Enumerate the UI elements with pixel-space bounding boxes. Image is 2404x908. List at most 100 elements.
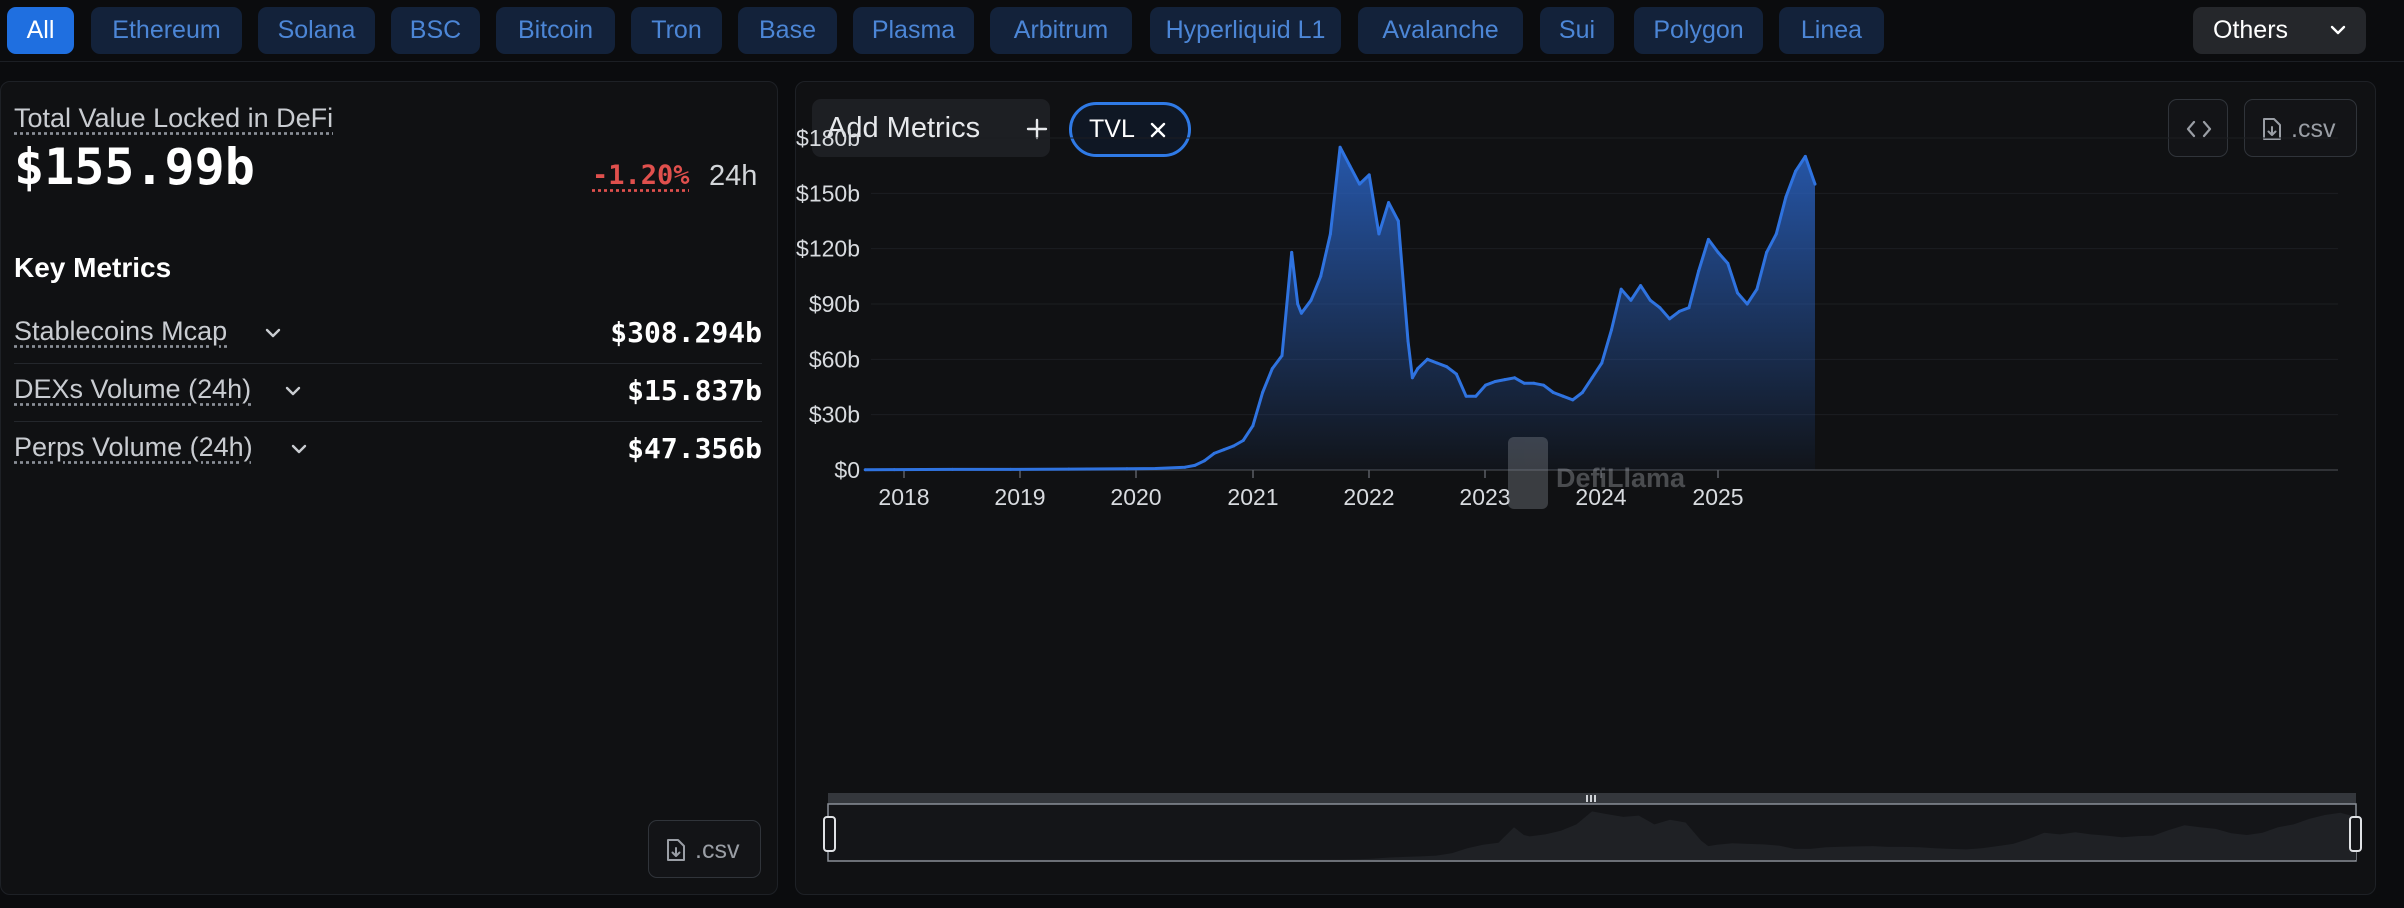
tvl-data-point (1309, 298, 1313, 302)
chevron-down-icon (265, 328, 281, 338)
tvl-data-point (1202, 459, 1206, 463)
tvl-data-point (1212, 451, 1216, 455)
tvl-data-point (1261, 391, 1265, 394)
chain-tab-ethereum[interactable]: Ethereum (91, 7, 242, 54)
chain-tab-solana[interactable]: Solana (258, 7, 375, 54)
tvl-data-point (1387, 201, 1391, 205)
brush-grip-icon[interactable] (1586, 795, 1596, 802)
embed-code-button[interactable] (2168, 99, 2228, 157)
tvl-data-point (1745, 302, 1749, 306)
download-csv-button[interactable]: .csv (648, 820, 761, 878)
tvl-data-point (1648, 298, 1652, 302)
tvl-data-point (1522, 381, 1526, 385)
tvl-value: $155.99b (14, 138, 255, 196)
x-tick-label: 2021 (1227, 484, 1278, 510)
tvl-data-point (1280, 354, 1284, 358)
tvl-data-point (1067, 467, 1071, 471)
tvl-data-point (1726, 261, 1730, 265)
metric-row-perps-volume[interactable]: Perps Volume (24h) $47.356b (14, 422, 762, 480)
tvl-data-point (1697, 269, 1701, 273)
tvl-data-point (1410, 376, 1414, 380)
x-tick-label: 2023 (1459, 484, 1510, 510)
chevron-down-icon (291, 444, 307, 454)
x-tick-label: 2018 (878, 484, 929, 510)
tvl-summary-panel: Total Value Locked in DeFi $155.99b -1.2… (0, 81, 778, 895)
plus-icon (1026, 118, 1048, 140)
metric-row-dexs-volume[interactable]: DEXs Volume (24h) $15.837b (14, 364, 762, 422)
tvl-data-point (1232, 444, 1235, 448)
metric-row-stablecoins[interactable]: Stablecoins Mcap $308.294b (14, 306, 762, 364)
metric-label: Stablecoins Mcap (14, 316, 228, 346)
close-icon[interactable] (1148, 120, 1168, 140)
y-tick-label: $150b (796, 180, 860, 206)
tvl-data-points (863, 145, 1817, 472)
tvl-data-point (863, 468, 867, 472)
brush-left-handle[interactable] (823, 816, 836, 852)
tvl-data-point (1580, 391, 1584, 394)
x-tick-label: 2019 (994, 484, 1045, 510)
metric-value: $308.294b (610, 316, 762, 349)
x-axis: 2018 2019 2020 2021 2022 2023 2024 2025 (878, 470, 1744, 510)
tvl-data-point (1009, 467, 1013, 471)
tvl-data-point (1503, 378, 1507, 382)
tvl-area-chart[interactable]: $0$30b$60b$90b$120b$150b$180b 2018 2019 20… (796, 82, 2377, 896)
tvl-data-point (1358, 182, 1361, 186)
y-axis: $0 $30b $60b $90b $120b $150b $180b (796, 125, 860, 483)
chain-tab-bsc[interactable]: BSC (391, 7, 480, 54)
others-dropdown[interactable]: Others (2193, 7, 2366, 54)
metric-label: Perps Volume (24h) (14, 432, 253, 462)
tvl-data-point (1464, 394, 1468, 398)
metric-label: DEXs Volume (24h) (14, 374, 252, 404)
tvl-data-point (1406, 339, 1410, 343)
tvl-data-point (1765, 250, 1769, 254)
tvl-data-point (1590, 376, 1594, 380)
chain-tab-arbitrum[interactable]: Arbitrum (990, 7, 1132, 54)
chain-tab-polygon[interactable]: Polygon (1634, 7, 1763, 54)
defillama-watermark: DefiLlama (1508, 437, 1686, 509)
tvl-data-point (1435, 361, 1439, 365)
tvl-data-point (1542, 383, 1546, 387)
tvl-change-24h: -1.20% (592, 160, 690, 191)
chain-tab-all[interactable]: All (7, 7, 74, 54)
chain-tab-linea[interactable]: Linea (1779, 7, 1884, 54)
tvl-data-point (1416, 367, 1420, 371)
tvl-data-point (1296, 302, 1300, 306)
chain-tab-base[interactable]: Base (738, 7, 837, 54)
tvl-data-point (1319, 274, 1323, 278)
brush-right-handle[interactable] (2349, 816, 2362, 852)
x-tick-label: 2022 (1343, 484, 1394, 510)
add-metrics-label: Add Metrics (827, 112, 981, 144)
y-tick-label: $0 (834, 457, 860, 483)
tvl-data-point (1600, 361, 1604, 365)
y-tick-label: $120b (796, 236, 860, 262)
tvl-data-point (1706, 237, 1710, 241)
tvl-metric-chip[interactable]: TVL (1069, 102, 1191, 157)
tvl-data-point (1736, 291, 1739, 295)
chain-tab-plasma[interactable]: Plasma (853, 7, 974, 54)
tvl-data-point (951, 467, 954, 471)
range-brush[interactable] (823, 793, 2362, 862)
tvl-data-point (1425, 357, 1429, 361)
tvl-data-point (1794, 169, 1798, 173)
x-tick-label: 2024 (1575, 484, 1626, 510)
y-tick-label: $90b (809, 291, 860, 317)
chain-tab-tron[interactable]: Tron (631, 7, 722, 54)
chart-download-csv-button[interactable]: .csv (2244, 99, 2357, 157)
chain-tab-avalanche[interactable]: Avalanche (1358, 7, 1523, 54)
chevron-down-icon (285, 386, 301, 396)
chain-tab-sui[interactable]: Sui (1540, 7, 1614, 54)
tvl-data-point (1454, 372, 1458, 376)
tvl-data-point (1610, 328, 1613, 332)
svg-text:DefiLlama: DefiLlama (1556, 463, 1686, 493)
chain-tab-hyperliquid-l1[interactable]: Hyperliquid L1 (1150, 7, 1341, 54)
tvl-data-point (1328, 232, 1332, 236)
tvl-area-fill (865, 147, 1815, 470)
tvl-title[interactable]: Total Value Locked in DeFi (14, 103, 334, 133)
tvl-data-point (1270, 367, 1274, 371)
add-metrics-button[interactable]: Add Metrics (812, 99, 1050, 157)
tvl-data-point (1784, 195, 1788, 199)
file-download-icon (2263, 118, 2281, 140)
tvl-data-point (1639, 284, 1643, 288)
chain-tab-bitcoin[interactable]: Bitcoin (496, 7, 615, 54)
tvl-data-point (1474, 394, 1478, 398)
